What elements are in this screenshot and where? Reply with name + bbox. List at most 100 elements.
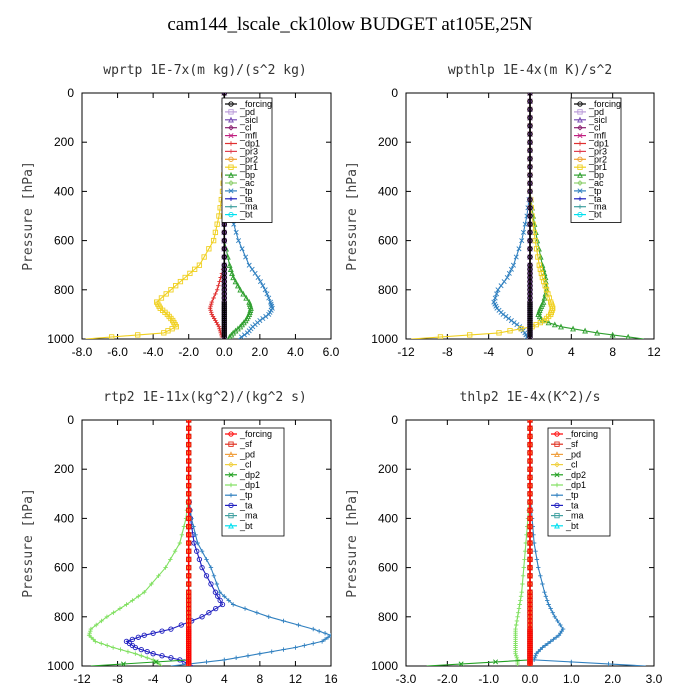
legend-entry: _sicl: [239, 115, 258, 125]
chart-title: wprtp 1E-7x(m kg)/(s^2 kg): [103, 63, 307, 78]
data-point: [496, 330, 502, 336]
data-point: [216, 213, 222, 219]
data-point: [234, 282, 241, 289]
legend-entry: _bt: [239, 210, 253, 220]
x-tick-label: 0: [527, 345, 534, 359]
legend-marker: [228, 188, 234, 194]
data-point: [527, 246, 533, 252]
data-point: [535, 254, 541, 260]
legend-marker: [228, 149, 234, 154]
data-point: [514, 322, 520, 328]
data-point: [150, 651, 156, 657]
data-point: [186, 515, 192, 522]
data-point: [234, 325, 241, 332]
data-point: [527, 515, 533, 522]
data-point: [537, 253, 544, 260]
data-point: [556, 633, 562, 638]
data-point: [527, 188, 533, 195]
data-point: [186, 540, 192, 546]
data-point: [199, 549, 205, 554]
legend-marker: [228, 196, 234, 201]
legend-marker: [554, 493, 560, 498]
y-tick-label: 200: [54, 135, 74, 149]
legend-entry: _pd: [239, 107, 255, 117]
data-point: [117, 606, 123, 611]
data-point: [534, 651, 539, 656]
data-point: [533, 246, 540, 252]
data-point: [199, 614, 205, 620]
data-point: [516, 246, 522, 252]
legend-marker: [554, 431, 560, 437]
data-point: [212, 589, 219, 595]
x-tick-label: -8.0: [72, 345, 93, 359]
legend-entry: _pr1: [239, 162, 258, 172]
data-point: [527, 466, 533, 472]
data-point: [199, 564, 205, 571]
data-point: [522, 557, 527, 562]
data-point: [266, 295, 272, 301]
data-point: [208, 304, 213, 309]
data-point: [492, 295, 498, 301]
legend-marker: [228, 180, 234, 186]
data-point: [319, 639, 325, 644]
data-point: [558, 622, 563, 628]
legend-marker: [228, 441, 234, 447]
data-point: [263, 313, 269, 319]
data-point: [501, 279, 507, 285]
chart-title: rtp2 1E-11x(kg^2)/(kg^2 s): [103, 390, 307, 405]
data-point: [168, 655, 174, 661]
data-point: [507, 328, 513, 334]
legend-marker: [228, 141, 234, 146]
data-point: [328, 633, 331, 638]
legend-marker: [577, 116, 583, 123]
x-tick-label: -8: [112, 672, 123, 686]
data-point: [187, 270, 193, 277]
data-point: [527, 155, 533, 162]
data-point: [519, 590, 524, 595]
data-point: [233, 655, 239, 660]
data-point: [173, 283, 179, 289]
data-point: [582, 327, 589, 334]
data-point: [527, 196, 533, 203]
x-tick-label: -1.0: [478, 672, 499, 686]
data-point: [186, 474, 192, 481]
data-point: [222, 594, 227, 599]
legend-entry: _ma: [588, 202, 607, 212]
data-point: [214, 221, 220, 227]
data-point: [551, 321, 558, 328]
data-point: [201, 254, 207, 260]
data-point: [104, 614, 110, 619]
legend-entry: _sf: [565, 439, 579, 449]
data-point: [527, 540, 533, 546]
legend-marker: [228, 522, 234, 529]
data-point: [527, 98, 533, 104]
data-point: [186, 556, 192, 563]
data-point: [257, 279, 263, 285]
x-tick-label: 6.0: [323, 345, 340, 359]
data-point: [156, 573, 161, 578]
data-point: [135, 634, 141, 640]
data-point: [124, 602, 129, 607]
y-tick-label: 600: [54, 234, 74, 248]
data-point: [540, 645, 545, 650]
data-point: [91, 637, 96, 642]
data-point: [527, 507, 533, 513]
data-point: [212, 229, 219, 236]
data-point: [132, 644, 139, 651]
data-point: [296, 622, 301, 628]
data-point: [206, 610, 212, 616]
legend-entry: _pr3: [588, 146, 607, 156]
legend-marker: [577, 149, 583, 154]
data-point: [538, 647, 543, 652]
series-group: [411, 93, 644, 339]
data-point: [527, 482, 533, 489]
x-tick-label: 0.0: [216, 345, 233, 359]
y-tick-label: 600: [54, 561, 74, 575]
data-point: [316, 628, 322, 634]
data-point: [527, 474, 533, 481]
data-point: [209, 301, 214, 307]
legend-entry: _cl: [239, 123, 252, 133]
data-point: [625, 333, 631, 339]
data-point: [266, 311, 272, 317]
data-point: [325, 635, 331, 640]
